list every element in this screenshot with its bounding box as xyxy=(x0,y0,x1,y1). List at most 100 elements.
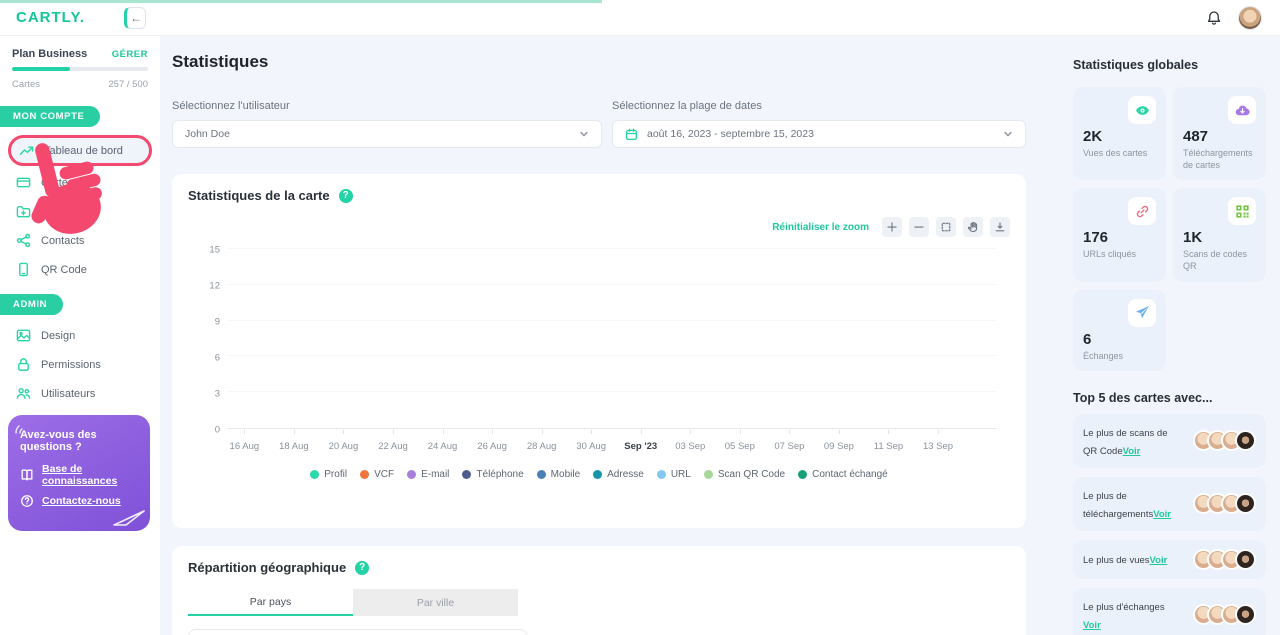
sidebar-item-utilisateurs[interactable]: Utilisateurs xyxy=(8,379,152,408)
help-link-contact-us[interactable]: Contactez-nous xyxy=(20,494,138,508)
stat-label: Échanges xyxy=(1083,350,1124,361)
legend-dot xyxy=(360,470,370,479)
card-statistics-chart: Statistiques de la carte ? Réinitialiser… xyxy=(172,174,1026,528)
image-icon xyxy=(16,328,31,343)
avatar-stack xyxy=(1193,493,1256,515)
user-select-value: John Doe xyxy=(185,128,230,140)
legend-item[interactable]: VCF xyxy=(360,469,394,480)
paper-plane-icon xyxy=(1135,305,1150,320)
stat-card-paper-plane: 6 Échanges xyxy=(1073,289,1166,371)
cards-usage: 257 / 500 xyxy=(108,79,148,90)
legend-label: Adresse xyxy=(607,469,644,480)
stat-label: URLs cliqués xyxy=(1083,249,1137,260)
legend-label: E-mail xyxy=(421,469,450,480)
plan-usage-bar xyxy=(12,67,148,71)
voir-link[interactable]: Voir xyxy=(1149,555,1168,567)
download-button[interactable] xyxy=(990,217,1010,237)
avatar-stack xyxy=(1193,604,1256,626)
zoom-out-button[interactable] xyxy=(909,217,929,237)
trend-up-icon xyxy=(19,143,34,158)
date-range-value: août 16, 2023 - septembre 15, 2023 xyxy=(647,128,814,140)
legend-item[interactable]: Mobile xyxy=(536,469,580,480)
user-avatar[interactable] xyxy=(1238,5,1262,30)
sidebar-item-permissions[interactable]: Permissions xyxy=(8,350,152,379)
date-range-select[interactable]: août 16, 2023 - septembre 15, 2023 xyxy=(612,120,1026,148)
legend-item[interactable]: Scan QR Code xyxy=(703,469,786,480)
legend-label: Scan QR Code xyxy=(717,469,786,480)
voir-link[interactable]: Voir xyxy=(1122,445,1141,457)
x-axis-tick-label: 30 Aug xyxy=(576,441,606,452)
legend-label: Profil xyxy=(324,469,348,480)
legend-dot xyxy=(798,470,808,479)
sidebar-item-tableau-de-bord[interactable]: Tableau de bord xyxy=(8,135,152,166)
page-loading-bar xyxy=(0,0,602,3)
legend-item[interactable]: Adresse xyxy=(593,469,644,480)
zoom-in-button[interactable] xyxy=(882,217,902,237)
pan-button[interactable] xyxy=(963,217,983,237)
legend-label: Téléphone xyxy=(476,469,524,480)
selection-zoom-icon xyxy=(940,221,952,233)
help-question-icon[interactable]: ? xyxy=(355,560,370,575)
y-axis-tick-label: 15 xyxy=(209,244,220,256)
voir-link[interactable]: Voir xyxy=(1153,508,1172,520)
top5-row: Le plus de vuesVoir xyxy=(1073,539,1266,579)
users-icon xyxy=(16,386,31,401)
sidebar-item-label: Utilisateurs xyxy=(41,387,96,400)
user-select[interactable]: John Doe xyxy=(172,120,602,148)
stat-value: 1K xyxy=(1183,229,1203,247)
selection-zoom-button[interactable] xyxy=(936,217,956,237)
share-icon xyxy=(16,233,31,248)
sidebar-item-contacts[interactable]: Contacts xyxy=(8,226,152,255)
legend-item[interactable]: URL xyxy=(656,469,691,480)
voir-link[interactable]: Voir xyxy=(1083,619,1101,631)
top5-label: Le plus d'échanges xyxy=(1083,601,1165,613)
x-axis-tick-label: 13 Sep xyxy=(922,441,954,452)
legend-item[interactable]: Téléphone xyxy=(462,469,524,480)
zoom-out-icon xyxy=(913,221,925,233)
sidebar-collapse-button[interactable]: ← xyxy=(124,6,146,29)
zoom-in-icon xyxy=(886,221,898,233)
avatar xyxy=(1235,493,1256,515)
help-link-knowledge-base[interactable]: Base de connaissances xyxy=(20,463,138,487)
topbar: CARTLY. ← xyxy=(0,0,1280,36)
sidebar-item-design[interactable]: Design xyxy=(8,321,152,350)
sidebar-item-cartes[interactable]: Cartes xyxy=(8,168,152,197)
manage-plan-link[interactable]: GÉRER xyxy=(111,48,148,60)
sidebar-item-label: QR Code xyxy=(41,263,87,276)
sidebar-item-qr-code[interactable]: QR Code xyxy=(8,255,152,284)
legend-dot xyxy=(407,470,417,479)
sidebar-item--quipes[interactable]: Équipes xyxy=(8,197,152,226)
main-content: Statistiques Sélectionnez l'utilisateur … xyxy=(160,36,1046,635)
stat-card-link: 176 URLs cliqués xyxy=(1073,188,1166,282)
card-geographic-distribution: Répartition géographique ? Par pays Par v… xyxy=(172,546,1026,635)
legend-item[interactable]: E-mail xyxy=(407,469,449,480)
download-icon xyxy=(994,221,1006,233)
sidebar-item-label: Cartes xyxy=(41,176,74,189)
legend-item[interactable]: Contact échangé xyxy=(798,469,888,480)
global-stats-title: Statistiques globales xyxy=(1073,58,1199,72)
geo-card-title: Répartition géographique xyxy=(188,560,347,575)
x-axis-tick-label: 28 Aug xyxy=(526,441,557,452)
qr-phone-icon xyxy=(16,262,31,277)
y-axis-tick-label: 6 xyxy=(214,352,220,364)
tab-par-ville[interactable]: Par ville xyxy=(353,589,518,616)
left-sidebar: Plan Business GÉRER Cartes 257 / 500 MON… xyxy=(0,36,160,635)
x-axis-tick-label: 03 Sep xyxy=(675,441,706,452)
sidebar-item-label: Permissions xyxy=(41,358,101,371)
stat-value: 6 xyxy=(1083,330,1092,348)
help-question-icon[interactable]: ? xyxy=(338,188,353,203)
cards-label: Cartes xyxy=(12,79,40,90)
avatar xyxy=(1235,604,1256,626)
page-title: Statistiques xyxy=(172,52,269,71)
geo-search-input[interactable] xyxy=(188,629,528,635)
top5-label: Le plus de vues xyxy=(1083,555,1150,567)
bell-icon[interactable] xyxy=(1206,10,1222,26)
plan-name: Plan Business xyxy=(12,48,88,60)
legend-dot xyxy=(703,470,713,479)
x-axis-tick-label: 16 Aug xyxy=(229,441,260,452)
reset-zoom-button[interactable]: Réinitialiser le zoom xyxy=(772,221,869,233)
chart-card-title: Statistiques de la carte xyxy=(188,188,330,203)
tab-par-pays[interactable]: Par pays xyxy=(188,589,353,616)
avatar xyxy=(1235,430,1256,452)
legend-item[interactable]: Profil xyxy=(310,469,347,480)
